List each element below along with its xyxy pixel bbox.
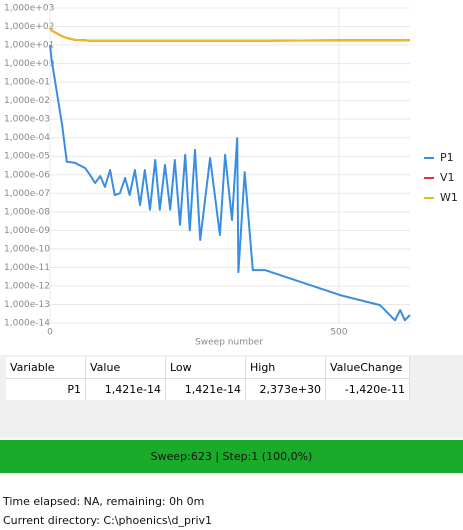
y-tick-label: 1,000e-05 [4,152,50,162]
table-row[interactable]: P1 1,421e-14 1,421e-14 2,373e+30 -1,420e-11 [6,379,410,400]
legend-label: P1 [440,151,454,164]
series-line [49,27,410,42]
y-tick-label: 1,000e-12 [4,281,50,291]
table-header: Variable Value Low High ValueChange [6,357,410,379]
table-cell: 1,421e-14 [86,379,166,400]
variable-table: Variable Value Low High ValueChange P1 1,421e… [0,355,463,438]
series-line [49,44,411,322]
y-tick-label: 1,000e-08 [4,207,50,217]
y-tick-label: 1,000e-03 [4,115,50,125]
x-tick-label: 500 [330,328,347,338]
y-tick-label: 1,000e-13 [4,300,50,310]
chart: Sweep number 1,000e+03 1,000e+02 1,000e+01… [4,4,458,348]
column-header: High [246,357,326,378]
column-header: Value [86,357,166,378]
table-cell: 1,421e-14 [166,379,246,400]
y-tick-label: 1,000e-01 [4,78,50,88]
y-tick-label: 1,000e+01 [4,41,54,51]
column-header: Low [166,357,246,378]
y-tick-label: 1,000e+02 [4,22,54,32]
column-header: Variable [6,357,86,378]
y-tick-label: 1,000e-02 [4,96,50,106]
table-cell: 2,373e+30 [246,379,326,400]
y-tick-label: 1,000e-06 [4,170,50,180]
y-tick-label: 1,000e-07 [4,189,50,199]
plot-area [50,8,410,323]
legend-label: V1 [440,171,455,184]
legend-label: W1 [440,191,458,204]
x-axis-label: Sweep number [195,338,263,348]
table-cell: P1 [6,379,86,400]
current-directory: Current directory: C:\phoenics\d_priv1 [3,514,213,527]
y-tick-label: 1,000e-10 [4,244,50,254]
y-tick-label: 1,000e-09 [4,226,50,236]
y-tick-label: 1,000e-11 [4,263,50,273]
status-bar: Sweep:623 | Step:1 (100,0%) [0,440,463,473]
y-tick-label: 1,000e-14 [4,319,50,329]
x-tick-label: 0 [47,328,53,338]
y-tick-label: 1,000e+03 [4,4,54,14]
table-cell: -1,420e-11 [326,379,410,400]
y-tick-label: 1,000e+00 [4,59,55,69]
time-elapsed: Time elapsed: NA, remaining: 0h 0m [3,495,205,508]
column-header: ValueChange [326,357,410,378]
y-tick-label: 1,000e-04 [4,133,50,143]
